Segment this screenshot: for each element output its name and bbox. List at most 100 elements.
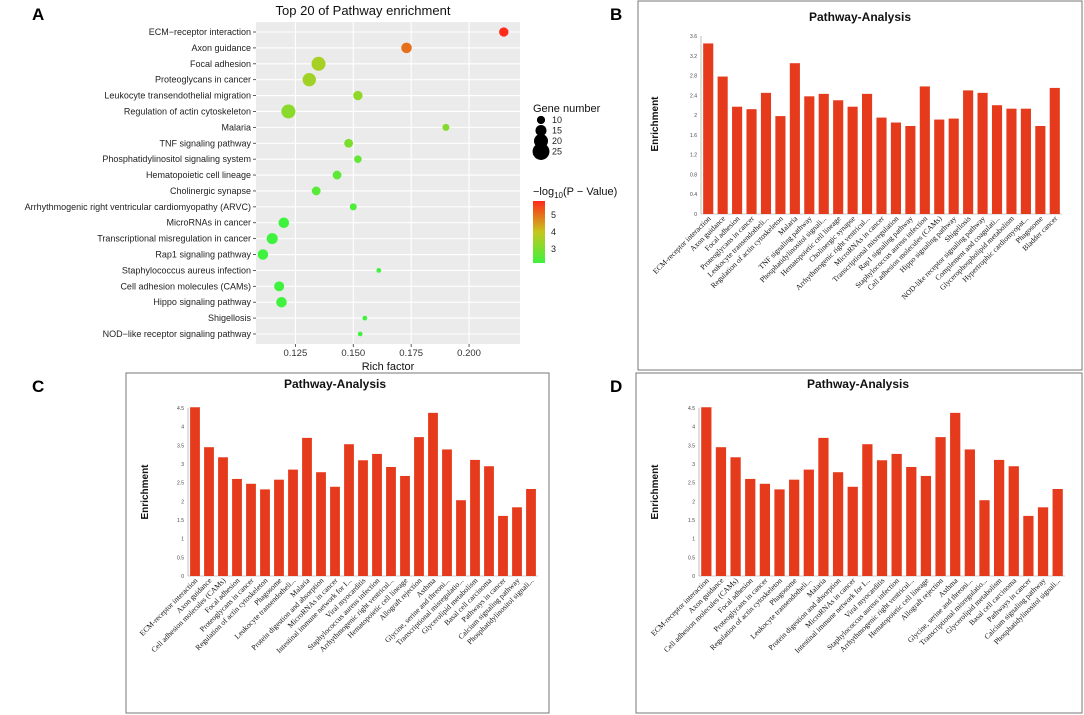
bar (833, 100, 844, 214)
category-label: Proteoglycans in cancer (155, 75, 251, 85)
bar (803, 469, 814, 576)
bar (274, 479, 284, 576)
color-legend-title-prefix: −log (533, 186, 554, 198)
x-tick-labels: 0.125 0.150 0.175 0.200 (283, 344, 481, 359)
data-point (311, 56, 326, 71)
bar (526, 489, 536, 576)
y-tick-label: 1.5 (177, 518, 184, 524)
data-point (354, 155, 362, 163)
panel-label-b: B (610, 5, 622, 24)
data-points (257, 27, 509, 337)
bar (963, 90, 974, 214)
x-tick-label: 0.175 (399, 348, 423, 359)
bar (386, 466, 396, 576)
y-tick-label: 2.5 (688, 481, 695, 487)
bar (288, 469, 298, 576)
bar (330, 486, 340, 576)
data-point (311, 186, 321, 196)
size-legend-label: 25 (552, 147, 562, 157)
bar (789, 479, 800, 576)
y-tick-label: 2.4 (690, 93, 697, 99)
category-label: Axon guidance (191, 43, 251, 53)
category-label: Phosphatidylinositol signaling system (102, 154, 251, 164)
category-label: MicroRNAs in cancer (166, 218, 251, 228)
bar (372, 453, 382, 576)
bar (730, 457, 741, 576)
color-legend-title-sub: 10 (554, 191, 563, 200)
category-label: Cholinergic synapse (170, 186, 251, 196)
size-legend-label: 20 (552, 136, 562, 146)
chart-title: Pathway-Analysis (284, 377, 386, 391)
bar (948, 118, 959, 214)
bar (470, 459, 480, 576)
bar (204, 447, 214, 576)
category-label: Transcriptional misregulation in cancer (97, 234, 251, 244)
y-tick-label: 3.2 (690, 54, 697, 60)
color-legend-tick: 3 (551, 244, 556, 254)
panel-label-d: D (610, 377, 622, 396)
y-tick-label: 4 (181, 425, 184, 431)
size-legend-dot (532, 143, 550, 160)
y-axis-label: Enrichment (650, 464, 661, 520)
bar (701, 407, 712, 576)
data-point (349, 203, 357, 211)
bar (218, 457, 228, 576)
bar (876, 117, 887, 214)
bar (414, 437, 424, 576)
bar (456, 500, 466, 576)
data-point (302, 72, 316, 87)
y-tick-label: 2 (181, 499, 184, 505)
panel-label-a: A (32, 5, 44, 24)
bar (760, 92, 772, 214)
bar (862, 444, 873, 576)
data-point (499, 27, 509, 37)
bar (1049, 87, 1060, 214)
chart-title: Pathway-Analysis (809, 10, 911, 24)
y-tick-label: 1.2 (690, 153, 697, 159)
bar (876, 460, 888, 576)
data-point (257, 249, 269, 260)
category-label: Leukocyte transendothelial migration (104, 91, 251, 101)
bar (246, 483, 256, 576)
bar (935, 437, 946, 576)
bar (789, 63, 800, 214)
bar (512, 507, 522, 576)
data-point (442, 123, 450, 131)
y-tick-label: 0 (181, 574, 184, 580)
bar (1052, 489, 1063, 576)
color-legend-bar (533, 201, 545, 263)
bar (703, 43, 714, 214)
color-legend-tick: 5 (551, 210, 556, 220)
y-tick-label: 3 (692, 462, 695, 468)
bar (818, 93, 829, 214)
chart-title: Pathway-Analysis (807, 377, 909, 391)
panel-d: D Pathway-Analysis Enrichment 0 0.5 1 1.5 2 2… (610, 372, 1083, 714)
data-point (276, 296, 287, 308)
chart-title: Top 20 of Pathway enrichment (276, 3, 451, 18)
data-point (332, 170, 342, 180)
bar (920, 475, 932, 576)
bar (1035, 125, 1046, 214)
bar (832, 472, 844, 576)
y-tick-label: 3 (181, 462, 184, 468)
category-label: Rap1 signaling pathway (155, 250, 251, 260)
y-tick-label: 0 (694, 212, 697, 218)
y-tick-label: 3.5 (177, 443, 184, 449)
category-label: Hematopoietic cell lineage (146, 170, 251, 180)
data-point (344, 138, 354, 148)
panel-c: C Pathway-Analysis Enrichment 0 0.5 1 1.5 2 2… (32, 372, 550, 714)
bar (1020, 108, 1031, 214)
bar (358, 460, 368, 576)
panel-label-c: C (32, 377, 44, 396)
bar (862, 93, 873, 214)
color-legend-title-suffix: (P − Value) (563, 186, 617, 198)
data-point (376, 268, 382, 273)
data-point (401, 42, 412, 54)
bar (891, 453, 902, 576)
y-axis-label: Enrichment (140, 464, 151, 520)
bar (774, 489, 785, 576)
y-tick-label: 1.5 (688, 518, 695, 524)
x-axis-label: Rich factor (362, 361, 415, 373)
bar (400, 475, 410, 576)
panel-a: A Top 20 of Pathway enrichment ECM−recep… (25, 3, 618, 373)
